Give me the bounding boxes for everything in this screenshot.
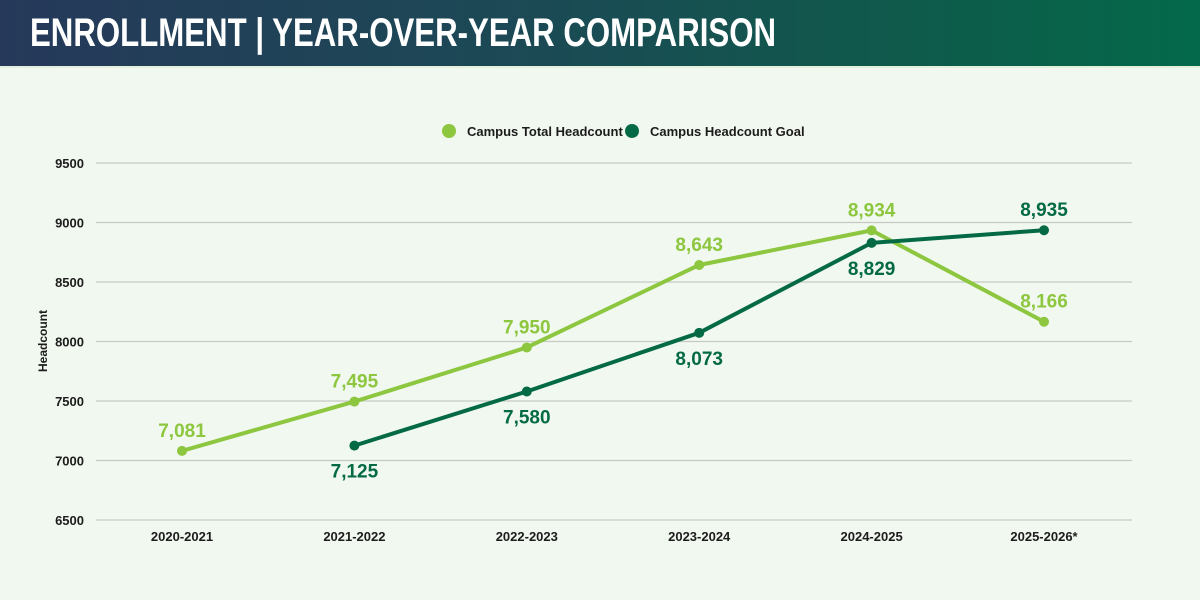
data-label: 8,829 xyxy=(848,259,896,280)
data-label: 8,643 xyxy=(675,235,723,256)
data-label: 7,950 xyxy=(503,317,551,338)
legend-item: Campus Headcount Goal xyxy=(625,124,805,139)
y-tick-label: 7500 xyxy=(55,394,84,409)
y-tick-label: 9500 xyxy=(55,156,84,171)
data-label: 7,580 xyxy=(503,407,551,428)
legend-marker xyxy=(625,124,639,138)
y-tick-label: 8500 xyxy=(55,275,84,290)
x-tick-label: 2025-2026* xyxy=(1010,529,1078,544)
data-point xyxy=(694,327,705,338)
series-campus-headcount-goal xyxy=(349,225,1049,451)
legend: Campus Total Headcount Campus Headcount G… xyxy=(442,124,805,139)
legend-marker xyxy=(442,124,456,138)
series-line xyxy=(180,228,1046,453)
legend-label: Campus Total Headcount xyxy=(467,124,623,139)
legend-item: Campus Total Headcount xyxy=(442,124,623,139)
x-tick-label: 2020-2021 xyxy=(151,529,213,544)
data-label: 7,081 xyxy=(158,421,206,442)
legend-label: Campus Headcount Goal xyxy=(650,124,805,139)
y-axis-title: Headcount xyxy=(36,310,50,372)
y-tick-label: 7000 xyxy=(55,454,84,469)
page-title: ENROLLMENT | YEAR-OVER-YEAR COMPARISON xyxy=(30,11,777,55)
y-axis-ticks: 6500 7000 7500 8000 8500 9000 9500 xyxy=(55,156,84,528)
data-point xyxy=(521,342,532,353)
data-point xyxy=(866,237,877,248)
data-label: 7,495 xyxy=(331,372,379,393)
x-tick-label: 2024-2025 xyxy=(841,529,903,544)
data-labels: 7,081 7,495 7,950 8,643 8,934 8,166 7,125 7,580… xyxy=(158,200,1068,482)
data-label: 8,073 xyxy=(675,349,723,370)
data-point xyxy=(521,386,532,397)
data-point xyxy=(349,440,360,451)
y-tick-label: 8000 xyxy=(55,335,84,350)
x-tick-label: 2022-2023 xyxy=(496,529,558,544)
data-point xyxy=(1039,316,1049,327)
x-axis-ticks: 2020-2021 2021-2022 2022-2023 2023-2024 2024… xyxy=(151,529,1079,544)
series-campus-total-headcount xyxy=(177,225,1049,456)
gridlines xyxy=(96,162,1132,521)
data-point xyxy=(349,396,360,407)
data-point xyxy=(177,445,187,456)
y-tick-label: 9000 xyxy=(55,216,84,231)
data-point xyxy=(694,259,705,270)
x-tick-label: 2023-2024 xyxy=(668,529,731,544)
y-tick-label: 6500 xyxy=(55,513,84,528)
data-label: 8,934 xyxy=(848,200,896,221)
data-label: 7,125 xyxy=(331,462,379,483)
data-point xyxy=(866,225,877,236)
data-label: 8,166 xyxy=(1020,292,1068,313)
series-lines xyxy=(177,225,1049,456)
x-tick-label: 2021-2022 xyxy=(323,529,385,544)
header-banner: ENROLLMENT | YEAR-OVER-YEAR COMPARISON xyxy=(0,0,1200,68)
data-point xyxy=(1039,225,1049,236)
data-label: 8,935 xyxy=(1020,200,1068,221)
